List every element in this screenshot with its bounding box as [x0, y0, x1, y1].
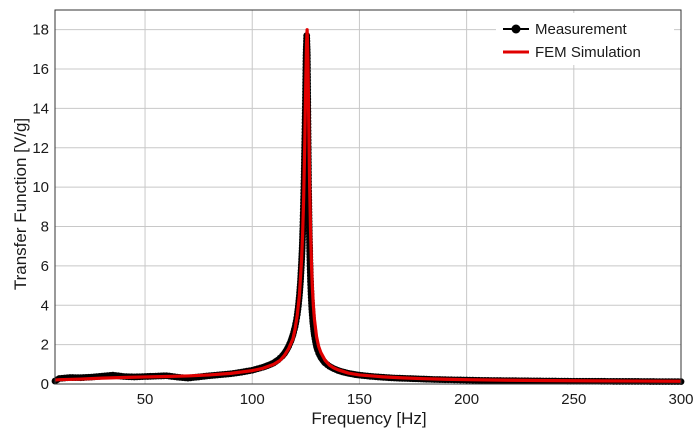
y-tick-label: 14 — [32, 100, 49, 117]
y-tick-label: 12 — [32, 140, 49, 157]
y-tick-label: 4 — [41, 297, 49, 314]
y-tick-label: 6 — [41, 258, 49, 275]
legend-box — [496, 13, 674, 65]
y-tick-label: 16 — [32, 61, 49, 78]
legend-measurement-marker — [511, 24, 521, 34]
x-tick-label: 150 — [347, 391, 372, 408]
y-tick-label: 0 — [41, 376, 49, 393]
measurement-line — [54, 35, 681, 383]
tick-labels: 50 100 150 200 250 300 0 2 4 6 8 10 12 14 16 18 — [32, 22, 693, 408]
x-axis-label: Frequency [Hz] — [311, 409, 426, 428]
y-tick-label: 2 — [41, 337, 49, 354]
y-tick-label: 10 — [32, 179, 49, 196]
x-tick-label: 250 — [561, 391, 586, 408]
y-tick-label: 8 — [41, 219, 49, 236]
y-axis-label: Transfer Function [V/g] — [11, 118, 30, 290]
plot-frame — [54, 9, 682, 385]
legend: Measurement FEM Simulation — [496, 13, 674, 65]
x-tick-label: 50 — [137, 391, 154, 408]
x-tick-label: 200 — [454, 391, 479, 408]
grid — [55, 10, 682, 385]
measurement-markers — [51, 32, 685, 386]
series-layer — [51, 28, 685, 386]
fem-simulation-line — [54, 28, 682, 383]
x-tick-label: 100 — [240, 391, 265, 408]
x-tick-label: 300 — [668, 391, 693, 408]
legend-measurement-label: Measurement — [535, 21, 628, 38]
y-tick-label: 18 — [32, 22, 49, 39]
legend-fem-label: FEM Simulation — [535, 44, 641, 61]
